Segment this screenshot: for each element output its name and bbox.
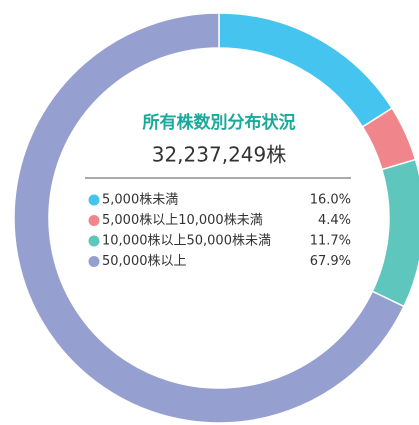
value-label: 67.9% bbox=[310, 254, 351, 269]
legend-swatch bbox=[88, 235, 100, 247]
donut-segment bbox=[218, 12, 394, 128]
value-label: 11.7% bbox=[310, 234, 351, 249]
legend-label: 5,000株以上10,000株未満 bbox=[102, 213, 263, 228]
chart-subtitle: 32,237,249株 bbox=[152, 143, 287, 167]
legend-swatch bbox=[88, 194, 100, 206]
value-label: 4.4% bbox=[318, 213, 351, 228]
legend-label: 5,000株未満 bbox=[102, 193, 178, 208]
chart-title: 所有株数別分布状況 bbox=[143, 112, 296, 133]
legend-label: 50,000株以上 bbox=[102, 254, 187, 269]
value-label: 16.0% bbox=[310, 193, 351, 208]
donut-segment bbox=[371, 158, 419, 308]
legend-swatch bbox=[88, 215, 100, 226]
donut-segment bbox=[13, 12, 405, 424]
legend-label: 10,000株以上50,000株未満 bbox=[102, 234, 271, 249]
legend-swatch bbox=[88, 256, 100, 267]
